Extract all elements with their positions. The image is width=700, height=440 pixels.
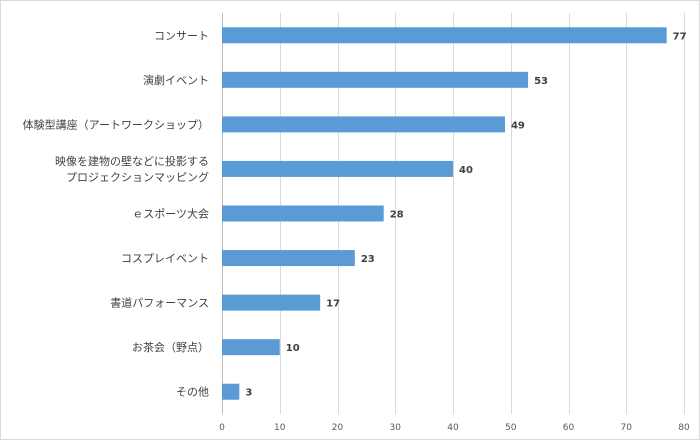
- data-label: 49: [511, 120, 525, 131]
- bar: [222, 205, 384, 222]
- category-label: 映像を建物の壁などに投影する: [55, 154, 209, 168]
- bar: [222, 294, 321, 311]
- category-label: コンサート: [154, 29, 209, 42]
- category-label: ｅスポーツ大会: [132, 207, 209, 221]
- category-label: プロジェクションマッピング: [66, 170, 209, 184]
- data-label: 53: [534, 76, 548, 87]
- x-tick-label: 20: [332, 423, 344, 433]
- category-label: 書道パフォーマンス: [110, 296, 209, 310]
- x-tick-label: 50: [505, 423, 517, 433]
- data-label: 10: [286, 343, 300, 354]
- x-tick-label: 70: [621, 423, 633, 433]
- category-label: 体験型講座（アートワークショップ）: [23, 117, 209, 131]
- data-label: 17: [326, 299, 340, 310]
- x-tick-label: 30: [390, 423, 402, 433]
- bar: [222, 160, 453, 177]
- bar: [222, 116, 505, 133]
- category-label: その他: [176, 386, 209, 399]
- bar: [222, 27, 667, 44]
- category-label: 演劇イベント: [143, 73, 209, 87]
- data-label: 28: [390, 210, 404, 221]
- x-tick-label: 40: [447, 423, 459, 433]
- data-label: 40: [459, 165, 473, 176]
- data-label: 23: [361, 254, 375, 265]
- category-label: コスプレイベント: [121, 252, 209, 265]
- category-label: お茶会（野点）: [132, 341, 209, 354]
- bar: [222, 250, 355, 267]
- data-label: 77: [673, 31, 687, 42]
- x-tick-label: 0: [219, 423, 225, 433]
- bar: [222, 339, 280, 356]
- bar: [222, 383, 240, 400]
- x-tick-label: 80: [678, 423, 690, 433]
- bar: [222, 71, 529, 88]
- x-tick-label: 60: [563, 423, 575, 433]
- x-tick-label: 10: [274, 423, 286, 433]
- data-label: 3: [245, 388, 252, 399]
